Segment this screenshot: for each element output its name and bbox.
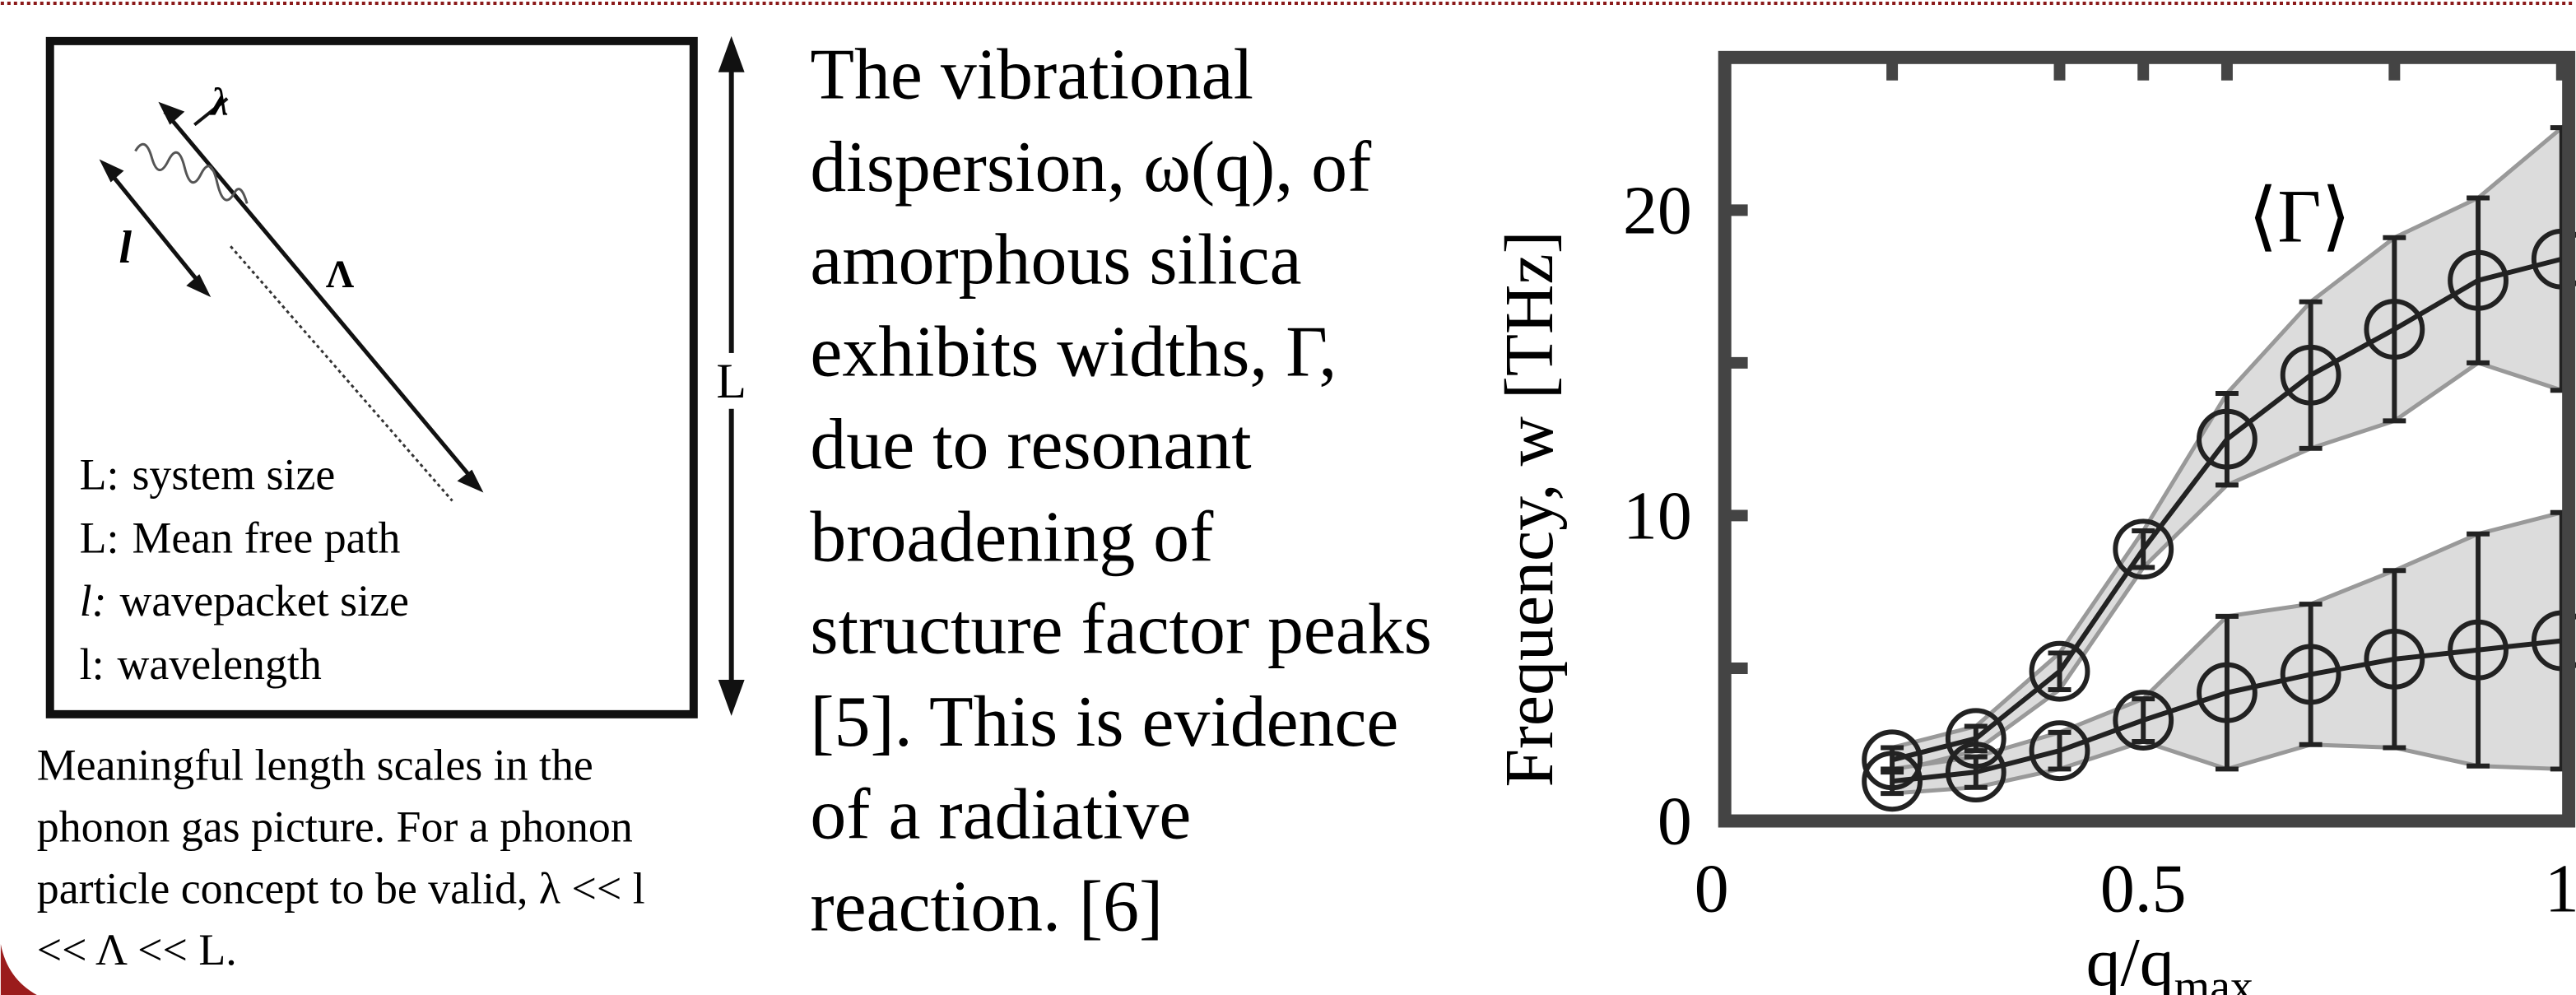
label-L: L: [716, 354, 746, 408]
page: L λ l Λ L:system sizeL:Mean free pathl:w…: [0, 0, 2576, 995]
legend-item: l: wavelength: [80, 639, 322, 689]
legend-item: L: Mean free path: [80, 513, 401, 562]
legend-desc: wavepacket size: [120, 576, 409, 625]
legend-term: l:: [80, 639, 105, 689]
body-line: of a radiative: [810, 774, 1191, 853]
y-tick-label: 0: [1658, 783, 1692, 859]
caption: Meaningful length scales in the phonon ga…: [37, 741, 645, 974]
x-tick-label: 0.5: [2100, 850, 2187, 927]
caption-line: Meaningful length scales in the: [37, 741, 593, 790]
y-tick-label: 10: [1623, 477, 1692, 554]
body-line: [5]. This is evidence: [810, 681, 1398, 761]
body-line: broadening of: [810, 496, 1214, 576]
legend-desc: system size: [132, 450, 335, 500]
caption-line: phonon gas picture. For a phonon: [37, 802, 633, 851]
x-axis-label-main: q/q: [2086, 924, 2174, 995]
body-line: amorphous silica: [810, 219, 1301, 299]
legend-item: L: system size: [80, 450, 336, 500]
body-line: structure factor peaks: [810, 589, 1431, 669]
body-line: due to resonant: [810, 404, 1251, 484]
x-axis-label-sub: max: [2174, 961, 2253, 995]
x-tick-label: 1: [2545, 850, 2576, 927]
x-axis-label: q/qmax: [2086, 924, 2253, 995]
label-lambda: λ: [209, 81, 228, 124]
legend-item: l: wavepacket size: [80, 576, 409, 625]
legend-term: l:: [80, 576, 107, 625]
body-line: reaction. [6]: [810, 867, 1163, 946]
y-axis-label: Frequency, w [THz]: [1491, 230, 1568, 787]
label-l: l: [119, 222, 133, 273]
body-line: exhibits widths, Γ,: [810, 312, 1337, 392]
label-Lambda: Λ: [326, 253, 355, 296]
body-text: The vibrational dispersion, ω(q), of amorp…: [810, 35, 1431, 946]
annotation: ⟨Γ⟩: [2248, 174, 2351, 258]
legend-term: L:: [80, 513, 119, 562]
x-tick-label: 0: [1695, 850, 1729, 927]
body-line: dispersion, ω(q), of: [810, 127, 1372, 207]
chart: 0 10 20 0 0.5 1 Frequency, w [THz] q/qmax ⟨Γ⟩: [1491, 58, 2576, 995]
diagram-legend: L: system size L: Mean free path l: wavepacke…: [80, 450, 409, 689]
caption-line: << Λ << L.: [37, 925, 237, 974]
legend-desc: Mean free path: [132, 513, 400, 562]
body-line: The vibrational: [810, 35, 1253, 114]
legend-desc: wavelength: [118, 639, 322, 689]
corner-decoration: [1, 944, 37, 995]
wavepacket: [135, 144, 247, 203]
legend-term: L:: [80, 450, 119, 500]
caption-line: particle concept to be valid, λ << l: [37, 863, 645, 913]
y-tick-label: 20: [1623, 172, 1692, 249]
